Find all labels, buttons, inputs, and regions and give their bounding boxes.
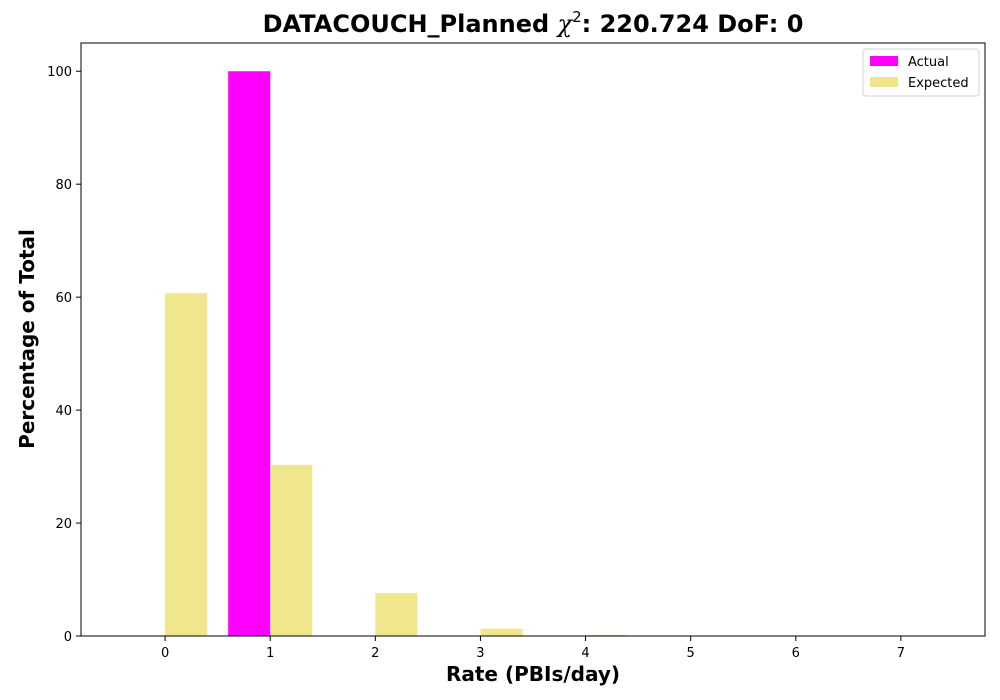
plot-frame [80,42,986,637]
y-tick-label: 0 [64,630,72,645]
bar-expected-4 [585,634,628,636]
x-axis-label: Rate (PBIs/day) [446,662,620,686]
y-tick-label: 80 [55,178,72,193]
x-tick-label: 6 [792,646,800,661]
x-tick-label: 5 [687,646,695,661]
chart-title: DATACOUCH_Planned χ2: 220.724 DoF: 0 [263,8,804,38]
y-axis-label: Percentage of Total [15,229,39,449]
bar-expected-0 [165,293,208,636]
legend-swatch-expected [870,77,898,87]
y-axis-ticks: 0 20 40 60 80 100 [47,65,81,645]
y-tick-label: 60 [55,291,72,306]
x-tick-label: 0 [161,646,169,661]
legend-label-actual: Actual [908,55,949,70]
x-tick-label: 3 [476,646,484,661]
bar-actual-1 [228,71,271,637]
x-tick-label: 4 [581,646,589,661]
x-tick-label: 1 [266,646,274,661]
y-tick-label: 40 [55,404,72,419]
bar-expected-2 [375,593,418,636]
bars-group [165,71,733,637]
legend-label-expected: Expected [908,76,969,91]
x-axis-ticks: 0 1 2 3 4 5 6 7 [161,636,905,661]
legend: Actual Expected [862,48,980,97]
x-tick-label: 7 [897,646,905,661]
y-tick-label: 20 [55,517,72,532]
legend-swatch-actual [870,56,898,66]
bar-expected-1 [270,464,313,636]
x-tick-label: 2 [371,646,379,661]
bar-expected-3 [480,628,523,636]
y-tick-label: 100 [47,65,72,80]
